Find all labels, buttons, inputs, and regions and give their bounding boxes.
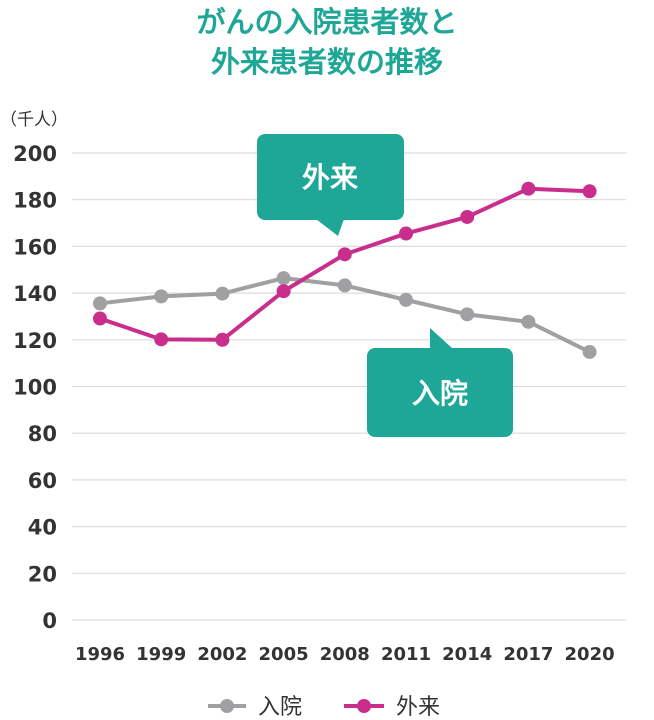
data-point bbox=[215, 332, 230, 347]
data-point bbox=[93, 296, 107, 311]
data-point bbox=[276, 284, 291, 299]
legend-inpatient-label: 入院 bbox=[258, 695, 302, 720]
data-point bbox=[582, 344, 597, 359]
callout-outpatient: 外来 bbox=[257, 134, 404, 236]
data-point bbox=[337, 278, 352, 293]
y-tick-label: 180 bbox=[13, 189, 57, 213]
callout-outpatient-label: 外来 bbox=[302, 161, 358, 194]
data-point bbox=[399, 226, 413, 241]
y-tick-label: 140 bbox=[13, 282, 57, 306]
data-point bbox=[521, 314, 536, 329]
x-tick-label: 2014 bbox=[442, 644, 492, 665]
data-point bbox=[399, 292, 413, 307]
callout-inpatient: 入院 bbox=[367, 328, 513, 437]
callout-inpatient-pointer bbox=[430, 328, 453, 349]
y-tick-label: 80 bbox=[28, 422, 57, 446]
x-tick-label: 1999 bbox=[136, 644, 186, 665]
chart-title-line-2: 外来患者数の推移 bbox=[211, 45, 443, 79]
callout-inpatient-box bbox=[367, 348, 513, 437]
x-tick-label: 2011 bbox=[381, 644, 431, 665]
gridlines bbox=[72, 152, 626, 621]
y-tick-label: 0 bbox=[42, 609, 57, 633]
data-point bbox=[93, 311, 107, 326]
y-tick-label: 100 bbox=[13, 376, 57, 400]
data-point bbox=[154, 332, 169, 347]
y-tick-label: 40 bbox=[28, 516, 57, 540]
y-tick-label: 160 bbox=[13, 235, 57, 259]
x-tick-label: 2017 bbox=[503, 644, 553, 665]
x-tick-label: 2020 bbox=[565, 644, 615, 665]
x-tick-label: 2005 bbox=[259, 644, 309, 665]
data-point bbox=[276, 271, 291, 286]
x-tick-label: 2008 bbox=[320, 644, 370, 665]
data-point bbox=[215, 286, 230, 301]
callout-outpatient-pointer bbox=[316, 219, 344, 236]
series-lines bbox=[93, 181, 597, 359]
data-point bbox=[154, 289, 169, 304]
y-unit-label: （千人） bbox=[0, 110, 68, 130]
data-point bbox=[460, 209, 475, 224]
chart-title-line-1: がんの入院患者数と bbox=[196, 5, 457, 39]
legend-outpatient-label: 外来 bbox=[396, 695, 440, 720]
data-point bbox=[582, 184, 597, 199]
x-tick-label: 2002 bbox=[197, 644, 247, 665]
x-axis-ticks: 1996 1999 2002 2005 2008 2011 2014 2017 2020 bbox=[75, 644, 615, 665]
y-tick-label: 120 bbox=[13, 329, 57, 353]
data-point bbox=[337, 247, 352, 262]
y-tick-label: 20 bbox=[28, 562, 57, 586]
legend-inpatient-marker bbox=[220, 699, 234, 713]
y-tick-label: 200 bbox=[13, 142, 57, 166]
data-point bbox=[460, 307, 475, 322]
legend: 入院 外来 bbox=[208, 695, 440, 720]
callout-inpatient-label: 入院 bbox=[412, 377, 468, 410]
y-tick-label: 60 bbox=[28, 469, 57, 493]
data-point bbox=[521, 181, 536, 196]
callout-outpatient-box bbox=[257, 134, 404, 220]
legend-outpatient-marker bbox=[357, 699, 371, 713]
x-tick-label: 1996 bbox=[75, 644, 125, 665]
